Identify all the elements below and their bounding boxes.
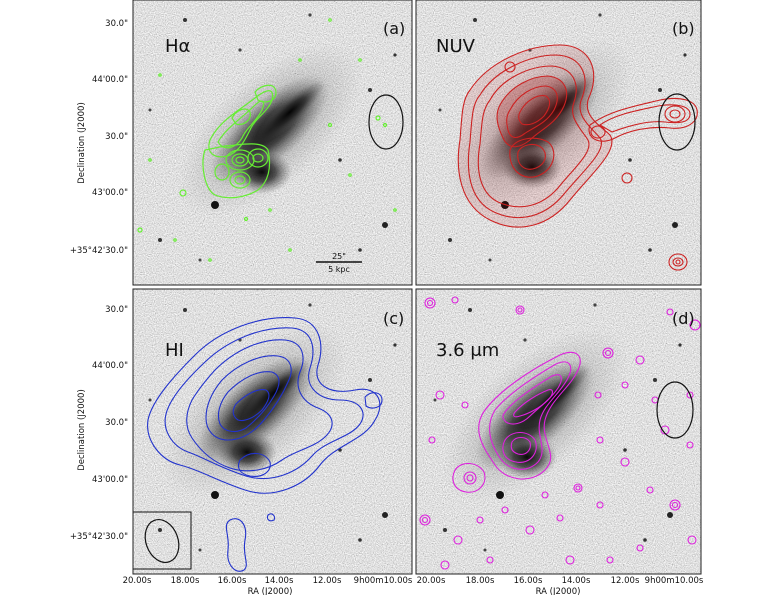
panel-a-band-label: Hα [165, 36, 190, 57]
dec-axis-top: 30.0" 44'00.0" 30.0" 43'00.0" +35°42'30.… [70, 19, 128, 256]
panel-d-band-label: 3.6 μm [436, 340, 499, 361]
y-axis-label: Declination (J2000) [77, 389, 87, 471]
ra-tick-label: 20.00s [123, 576, 152, 586]
halpha-contours [137, 18, 397, 262]
nuv-contours [457, 44, 698, 271]
panel-c-tag: (c) [383, 309, 404, 328]
ra-tick-label: 9h00m10.00s [354, 576, 413, 586]
ra-tick-label: 14.00s [265, 576, 294, 586]
panel-c-band-label: HI [165, 340, 184, 361]
y-axis-label: Declination (J2000) [77, 102, 87, 184]
panel-a: 25" 5 kpc Hα (a) [132, 0, 413, 286]
dec-tick-label: 30.0" [105, 305, 128, 315]
panel-b-band-label: NUV [436, 36, 476, 57]
ra-tick-label: 18.00s [466, 576, 495, 586]
x-axis-label: RA (J2000) [536, 587, 581, 595]
panel-b: NUV (b) [415, 0, 702, 286]
scale-kpc-label: 5 kpc [328, 265, 350, 274]
beam-ellipse [368, 94, 404, 150]
ra-axis-left: 20.00s 18.00s 16.00s 14.00s 12.00s 9h00m… [123, 576, 413, 595]
dec-tick-label: 30.0" [105, 19, 128, 29]
panel-c: HI (c) [132, 288, 413, 575]
dec-tick-label: 44'00.0" [92, 361, 128, 371]
panel-a-tag: (a) [383, 19, 405, 38]
dec-tick-label: 30.0" [105, 418, 128, 428]
dec-tick-label: 30.0" [105, 132, 128, 142]
ra-tick-label: 9h00m10.00s [645, 576, 704, 586]
panel-d-tag: (d) [672, 309, 695, 328]
scale-arcsec-label: 25" [332, 252, 346, 261]
dec-tick-label: +35°42'30.0" [70, 246, 128, 256]
ra-tick-label: 12.00s [313, 576, 342, 586]
x-axis-label: RA (J2000) [248, 587, 293, 595]
dec-tick-label: 43'00.0" [92, 188, 128, 198]
dec-tick-label: +35°42'30.0" [70, 532, 128, 542]
dec-tick-label: 44'00.0" [92, 75, 128, 85]
irac-contours [419, 296, 701, 570]
panel-b-tag: (b) [672, 19, 695, 38]
dec-axis-bottom: 30.0" 44'00.0" 30.0" 43'00.0" +35°42'30.… [70, 305, 128, 542]
hi-contours [147, 317, 383, 572]
ra-tick-label: 16.00s [218, 576, 247, 586]
ra-tick-label: 20.00s [417, 576, 446, 586]
ra-tick-label: 12.00s [611, 576, 640, 586]
beam-ellipse [656, 381, 694, 439]
ra-axis-right: 20.00s 18.00s 16.00s 14.00s 12.00s 9h00m… [417, 576, 704, 595]
ra-tick-label: 14.00s [562, 576, 591, 586]
dec-tick-label: 43'00.0" [92, 475, 128, 485]
panel-d: 3.6 μm (d) [415, 288, 702, 575]
beam-ellipse [658, 93, 696, 151]
beam-ellipse [144, 519, 180, 563]
ra-tick-label: 18.00s [171, 576, 200, 586]
ra-tick-label: 16.00s [514, 576, 543, 586]
